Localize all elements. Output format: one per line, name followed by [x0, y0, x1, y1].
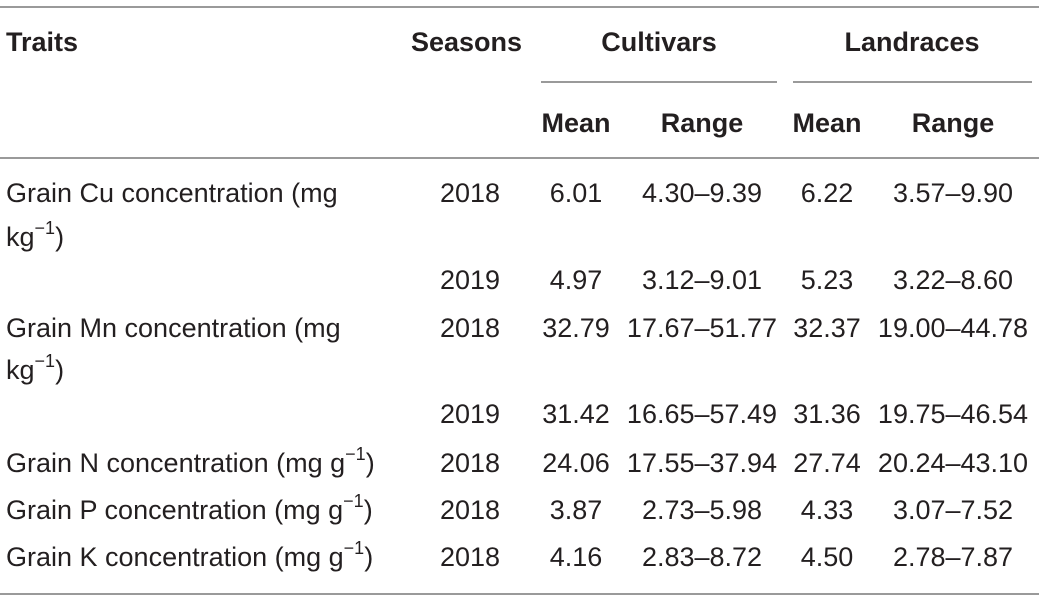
- cultivars-mean-cell: 24.06: [542, 448, 610, 478]
- landraces-mean-cell: 32.37: [793, 313, 861, 343]
- trait-label-continued: kg−1): [6, 218, 65, 252]
- header-bottom-rule: [0, 157, 1039, 159]
- header-cultivars-range: Range: [660, 108, 744, 138]
- top-rule: [0, 6, 1039, 8]
- trait-label: Grain Cu concentration (mg: [6, 178, 338, 208]
- cultivars-mean-cell: 3.87: [549, 495, 603, 525]
- cultivars-mean-cell: 31.42: [542, 399, 610, 429]
- landraces-range-cell: 20.24–43.10: [877, 448, 1029, 478]
- header-cultivars: Cultivars: [601, 27, 717, 57]
- cultivars-mean-cell: 6.01: [549, 178, 603, 208]
- cultivars-range-cell: 17.67–51.77: [626, 313, 778, 343]
- season-cell: 2018: [439, 495, 501, 525]
- header-landraces-range: Range: [911, 108, 995, 138]
- cultivars-range-cell: 17.55–37.94: [626, 448, 778, 478]
- season-cell: 2018: [439, 178, 501, 208]
- trait-label: Grain Mn concentration (mg: [6, 313, 341, 343]
- cultivars-mean-cell: 32.79: [542, 313, 610, 343]
- cultivars-range-cell: 3.12–9.01: [641, 265, 763, 295]
- header-landraces-mean: Mean: [792, 108, 862, 138]
- landraces-range-cell: 3.22–8.60: [892, 265, 1014, 295]
- landraces-group-rule: [793, 81, 1032, 83]
- season-cell: 2018: [439, 313, 501, 343]
- header-seasons: Seasons: [411, 27, 523, 57]
- season-cell: 2019: [439, 399, 501, 429]
- trait-label: Grain P concentration (mg g−1): [6, 491, 373, 525]
- header-landraces: Landraces: [844, 27, 980, 57]
- landraces-mean-cell: 5.23: [800, 265, 854, 295]
- header-cultivars-mean: Mean: [541, 108, 611, 138]
- landraces-mean-cell: 27.74: [793, 448, 861, 478]
- cultivars-range-cell: 2.83–8.72: [641, 542, 763, 572]
- cultivars-range-cell: 2.73–5.98: [641, 495, 763, 525]
- cultivars-mean-cell: 4.16: [549, 542, 603, 572]
- season-cell: 2018: [439, 542, 501, 572]
- landraces-mean-cell: 4.50: [800, 542, 854, 572]
- landraces-range-cell: 2.78–7.87: [892, 542, 1014, 572]
- landraces-range-cell: 19.75–46.54: [877, 399, 1029, 429]
- header-traits: Traits: [6, 27, 79, 57]
- landraces-range-cell: 19.00–44.78: [877, 313, 1029, 343]
- cultivars-group-rule: [541, 81, 777, 83]
- landraces-range-cell: 3.07–7.52: [892, 495, 1014, 525]
- trait-label: Grain N concentration (mg g−1): [6, 444, 375, 478]
- trait-label: Grain K concentration (mg g−1): [6, 538, 374, 572]
- cultivars-range-cell: 4.30–9.39: [641, 178, 763, 208]
- cultivars-range-cell: 16.65–57.49: [626, 399, 778, 429]
- landraces-mean-cell: 6.22: [800, 178, 854, 208]
- cultivars-mean-cell: 4.97: [549, 265, 603, 295]
- bottom-rule: [0, 593, 1039, 595]
- season-cell: 2018: [439, 448, 501, 478]
- landraces-mean-cell: 31.36: [793, 399, 861, 429]
- landraces-range-cell: 3.57–9.90: [892, 178, 1014, 208]
- trait-label-continued: kg−1): [6, 351, 65, 385]
- season-cell: 2019: [439, 265, 501, 295]
- landraces-mean-cell: 4.33: [800, 495, 854, 525]
